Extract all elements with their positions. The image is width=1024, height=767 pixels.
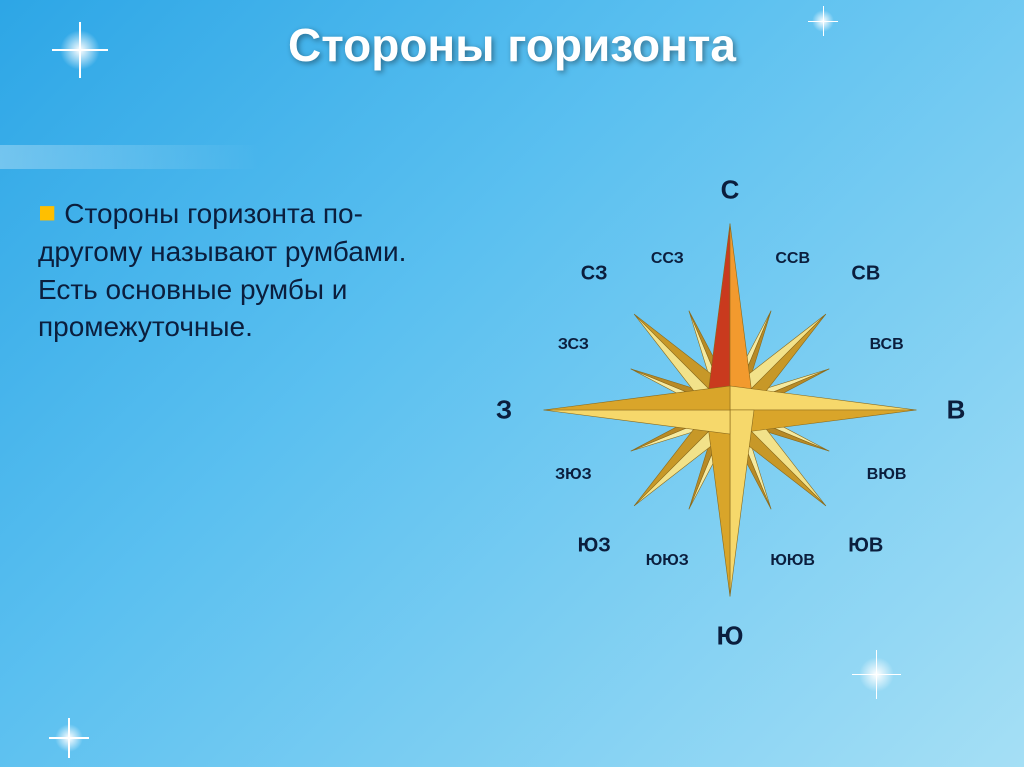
body-paragraph: ◼Стороны горизонта по-другому называют р…	[38, 195, 438, 346]
compass-direction-label: ССЗ	[651, 250, 684, 268]
paragraph-text: Стороны горизонта по-другому называют ру…	[38, 198, 406, 342]
compass-direction-label: С	[721, 174, 740, 205]
compass-direction-label: ЮЮВ	[770, 552, 815, 570]
compass-direction-label: Ю	[717, 621, 744, 652]
compass-rose: С ССВ СВ ВСВ В ВЮВ ЮВ ЮЮВ Ю ЮЮЗ ЮЗ ЗЮЗ З ЗСЗ СЗ ССЗ	[480, 160, 980, 660]
decorative-bar	[0, 145, 260, 169]
compass-direction-label: ЗЮЗ	[555, 466, 592, 484]
compass-direction-label: ВСВ	[870, 336, 904, 354]
page-title: Стороны горизонта	[0, 0, 1024, 72]
bullet-icon: ◼	[38, 199, 56, 224]
sparkle-decoration	[60, 30, 100, 70]
compass-direction-label: СВ	[851, 263, 880, 286]
compass-direction-label: ЗСЗ	[558, 336, 589, 354]
compass-direction-label: ЮЗ	[578, 534, 611, 557]
sparkle-decoration	[55, 724, 83, 752]
compass-direction-label: СЗ	[581, 263, 608, 286]
sparkle-decoration	[812, 10, 834, 32]
compass-direction-label: ЮЮЗ	[646, 552, 689, 570]
compass-svg	[480, 160, 980, 660]
compass-direction-label: В	[947, 395, 966, 426]
compass-direction-label: З	[496, 395, 512, 426]
compass-direction-label: ССВ	[775, 250, 810, 268]
compass-direction-label: ЮВ	[848, 534, 883, 557]
compass-direction-label: ВЮВ	[867, 466, 907, 484]
